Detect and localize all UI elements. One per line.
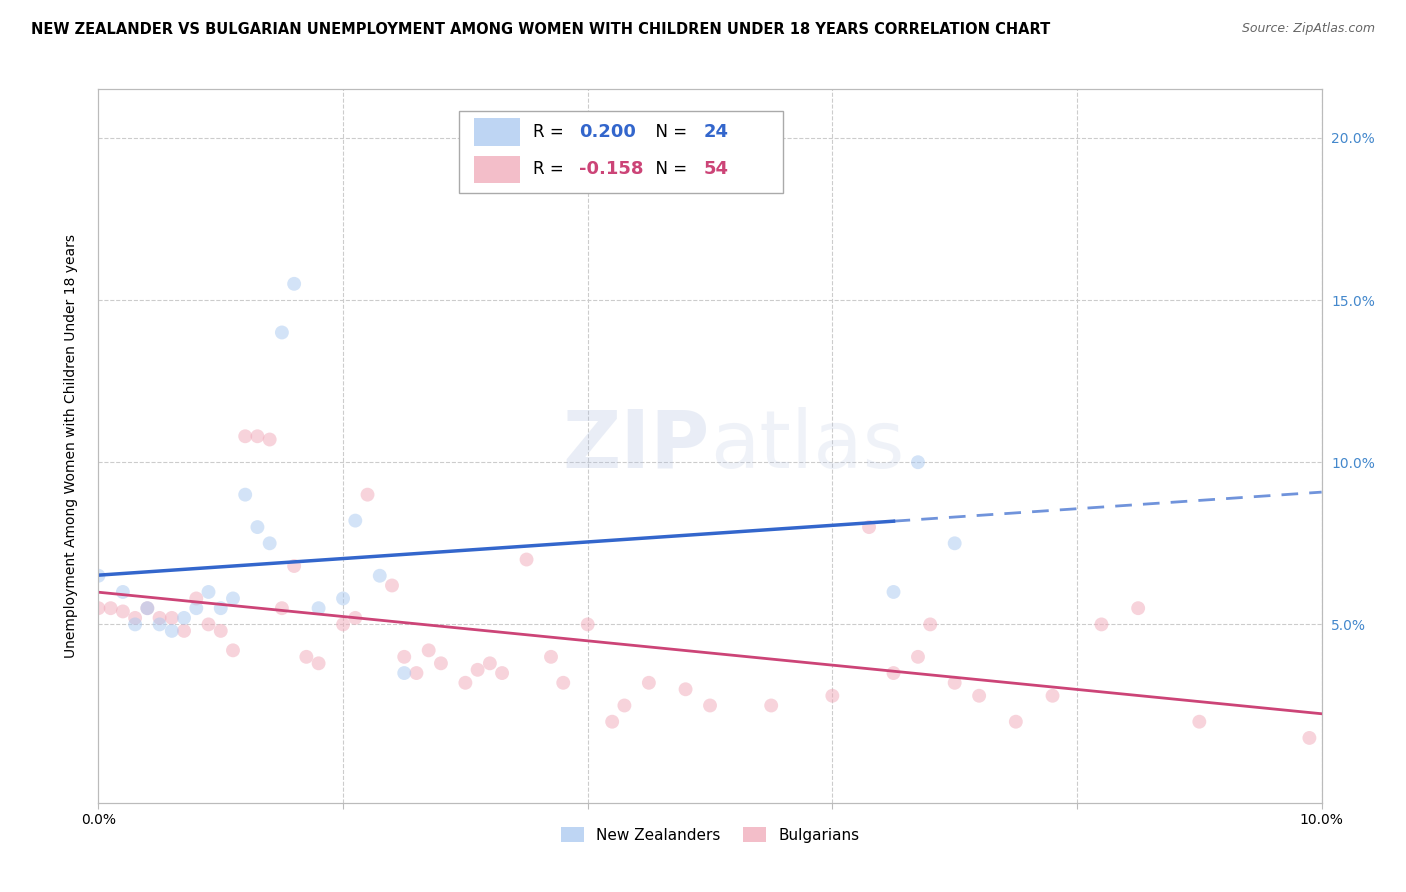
Point bbox=[111, 585, 134, 599]
Point bbox=[478, 657, 501, 671]
Point bbox=[858, 520, 880, 534]
Point bbox=[613, 698, 636, 713]
Point bbox=[491, 666, 513, 681]
Point bbox=[111, 604, 134, 618]
Point bbox=[136, 601, 159, 615]
Point bbox=[1128, 601, 1150, 615]
Point bbox=[246, 429, 269, 443]
Point bbox=[233, 429, 256, 443]
Point bbox=[160, 611, 183, 625]
Text: 0.200: 0.200 bbox=[579, 123, 636, 141]
Point bbox=[197, 617, 219, 632]
Point bbox=[259, 433, 281, 447]
Point bbox=[392, 649, 416, 664]
Point bbox=[467, 663, 489, 677]
Point bbox=[907, 649, 929, 664]
Bar bbox=[474, 155, 520, 183]
Point bbox=[600, 714, 623, 729]
Point bbox=[943, 675, 966, 690]
Point bbox=[1188, 714, 1211, 729]
Point bbox=[186, 591, 208, 606]
Point bbox=[540, 649, 562, 664]
Text: Source: ZipAtlas.com: Source: ZipAtlas.com bbox=[1241, 22, 1375, 36]
Point bbox=[405, 666, 427, 681]
Point bbox=[356, 488, 378, 502]
Point bbox=[209, 624, 232, 638]
Point bbox=[173, 611, 195, 625]
Point bbox=[308, 657, 330, 671]
Point bbox=[124, 611, 146, 625]
Text: R =: R = bbox=[533, 123, 568, 141]
Point bbox=[392, 666, 416, 681]
Point bbox=[209, 601, 232, 615]
Point bbox=[418, 643, 440, 657]
FancyBboxPatch shape bbox=[460, 111, 783, 193]
Text: -0.158: -0.158 bbox=[579, 161, 644, 178]
Point bbox=[173, 624, 195, 638]
Point bbox=[233, 488, 256, 502]
Point bbox=[516, 552, 538, 566]
Point bbox=[907, 455, 929, 469]
Point bbox=[100, 601, 122, 615]
Point bbox=[576, 617, 599, 632]
Point bbox=[124, 617, 146, 632]
Text: N =: N = bbox=[645, 161, 693, 178]
Point bbox=[1298, 731, 1320, 745]
Point bbox=[197, 585, 219, 599]
Text: ZIP: ZIP bbox=[562, 407, 710, 485]
Point bbox=[759, 698, 782, 713]
Point bbox=[222, 591, 245, 606]
Text: atlas: atlas bbox=[710, 407, 904, 485]
Text: 24: 24 bbox=[704, 123, 728, 141]
Point bbox=[344, 611, 367, 625]
Point bbox=[1090, 617, 1112, 632]
Point bbox=[283, 277, 305, 291]
Y-axis label: Unemployment Among Women with Children Under 18 years: Unemployment Among Women with Children U… bbox=[63, 234, 77, 658]
Point bbox=[920, 617, 942, 632]
Point bbox=[821, 689, 844, 703]
Point bbox=[87, 568, 110, 582]
Text: N =: N = bbox=[645, 123, 693, 141]
Point bbox=[87, 601, 110, 615]
Point bbox=[943, 536, 966, 550]
Point bbox=[283, 559, 305, 574]
Point bbox=[883, 585, 905, 599]
Point bbox=[149, 617, 172, 632]
Point bbox=[368, 568, 391, 582]
Point bbox=[1042, 689, 1064, 703]
Point bbox=[454, 675, 477, 690]
Point bbox=[344, 514, 367, 528]
Text: R =: R = bbox=[533, 161, 568, 178]
Point bbox=[149, 611, 172, 625]
Bar bbox=[474, 119, 520, 145]
Point bbox=[699, 698, 721, 713]
Point bbox=[295, 649, 318, 664]
Point bbox=[259, 536, 281, 550]
Point bbox=[883, 666, 905, 681]
Point bbox=[136, 601, 159, 615]
Point bbox=[1004, 714, 1026, 729]
Point bbox=[332, 617, 354, 632]
Point bbox=[160, 624, 183, 638]
Text: 54: 54 bbox=[704, 161, 728, 178]
Point bbox=[270, 326, 292, 340]
Point bbox=[308, 601, 330, 615]
Point bbox=[430, 657, 453, 671]
Legend: New Zealanders, Bulgarians: New Zealanders, Bulgarians bbox=[554, 821, 866, 848]
Point bbox=[637, 675, 661, 690]
Point bbox=[222, 643, 245, 657]
Text: NEW ZEALANDER VS BULGARIAN UNEMPLOYMENT AMONG WOMEN WITH CHILDREN UNDER 18 YEARS: NEW ZEALANDER VS BULGARIAN UNEMPLOYMENT … bbox=[31, 22, 1050, 37]
Point bbox=[186, 601, 208, 615]
Point bbox=[332, 591, 354, 606]
Point bbox=[381, 578, 404, 592]
Point bbox=[967, 689, 990, 703]
Point bbox=[675, 682, 697, 697]
Point bbox=[246, 520, 269, 534]
Point bbox=[553, 675, 575, 690]
Point bbox=[270, 601, 292, 615]
